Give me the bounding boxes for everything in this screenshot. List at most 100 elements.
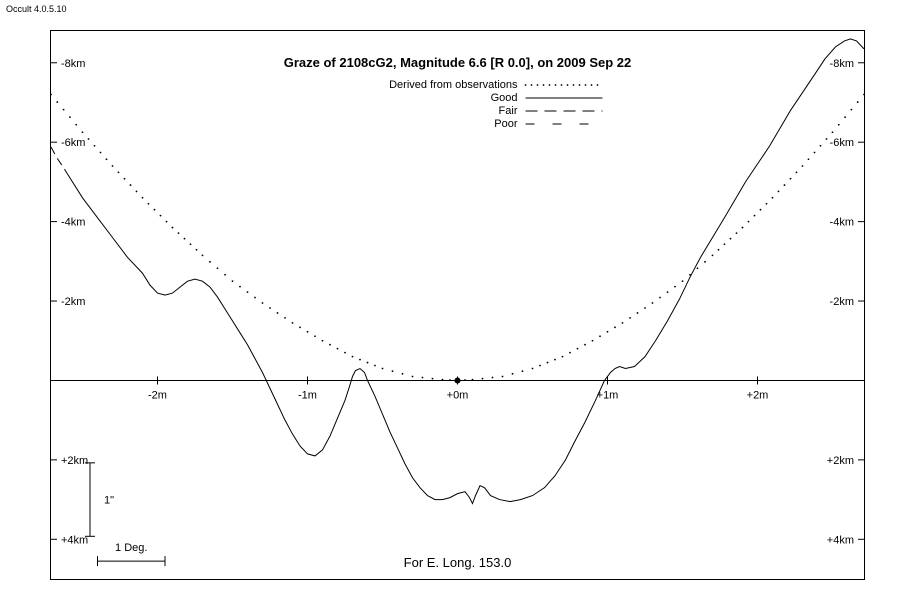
legend-sample-dot xyxy=(537,84,539,86)
obs-dot xyxy=(262,302,264,304)
obs-dot xyxy=(512,373,514,375)
obs-dot xyxy=(166,221,168,223)
obs-dot xyxy=(100,152,102,154)
obs-dot xyxy=(796,171,798,173)
obs-dot xyxy=(754,215,756,217)
obs-dot xyxy=(802,165,804,167)
obs-dot xyxy=(644,307,646,309)
obs-dot xyxy=(382,368,384,370)
obs-dot xyxy=(209,261,211,263)
y-tick-label-left: +2km xyxy=(61,455,88,467)
obs-dot xyxy=(254,297,256,299)
y-tick-label-right: +4km xyxy=(827,534,854,546)
obs-dot xyxy=(190,243,192,245)
obs-dot xyxy=(577,348,579,350)
legend-sample-dot xyxy=(597,84,599,86)
obs-dot xyxy=(344,352,346,354)
obs-dot xyxy=(614,326,616,328)
obs-dot xyxy=(402,373,404,375)
obs-dot xyxy=(202,254,204,256)
obs-dot xyxy=(239,286,241,288)
obs-dot xyxy=(704,261,706,263)
obs-dot xyxy=(599,335,601,337)
obs-dot xyxy=(667,291,669,293)
obs-dot xyxy=(284,317,286,319)
obs-dot xyxy=(184,238,186,240)
legend-sample-dot xyxy=(549,84,551,86)
y-tick-label-left: -4km xyxy=(61,217,85,229)
x-tick-label: -2m xyxy=(148,389,167,401)
degree-scale-label: 1 Deg. xyxy=(115,542,147,554)
obs-dot xyxy=(337,348,339,350)
profile-fair xyxy=(51,147,68,174)
legend-sample-dot xyxy=(525,84,527,86)
obs-dot xyxy=(784,184,786,186)
obs-dot xyxy=(814,152,816,154)
obs-dot xyxy=(826,138,828,140)
obs-dot xyxy=(106,158,108,160)
obs-dot xyxy=(697,267,699,269)
arcsec-scale-label: 1" xyxy=(104,495,114,507)
obs-dot xyxy=(629,317,631,319)
profile-good xyxy=(68,39,865,504)
obs-dot xyxy=(178,232,180,234)
obs-dot xyxy=(269,307,271,309)
obs-dot xyxy=(322,340,324,342)
y-tick-label-left: -6km xyxy=(61,137,85,149)
obs-dot xyxy=(172,227,174,229)
obs-dot xyxy=(778,191,780,193)
obs-dot xyxy=(682,280,684,282)
obs-dot xyxy=(592,340,594,342)
obs-dot xyxy=(730,238,732,240)
obs-dot xyxy=(844,116,846,118)
obs-dot xyxy=(554,359,556,361)
obs-dot xyxy=(352,356,354,358)
obs-dot xyxy=(82,131,84,133)
obs-dot xyxy=(69,116,71,118)
obs-dot xyxy=(392,370,394,372)
obs-dot xyxy=(160,215,162,217)
obs-dot xyxy=(314,335,316,337)
obs-dot xyxy=(112,165,114,167)
legend-label: Derived from observations xyxy=(389,79,518,91)
obs-dot xyxy=(637,312,639,314)
obs-dot xyxy=(154,209,156,211)
obs-dot xyxy=(94,145,96,147)
obs-dot xyxy=(748,221,750,223)
obs-dot xyxy=(790,178,792,180)
legend-label: Fair xyxy=(499,105,518,117)
obs-dot xyxy=(712,254,714,256)
obs-dot xyxy=(724,243,726,245)
obs-dot xyxy=(359,359,361,361)
chart-frame: -2m-1m+0m+1m+2m-8km-8km-6km-6km-4km-4km-… xyxy=(50,30,865,580)
obs-dot xyxy=(832,131,834,133)
legend-sample-dot xyxy=(591,84,593,86)
obs-dot xyxy=(432,378,434,380)
obs-dot xyxy=(659,297,661,299)
legend-label: Poor xyxy=(494,118,518,130)
legend-sample-dot xyxy=(579,84,581,86)
legend-label: Good xyxy=(491,92,518,104)
obs-dot xyxy=(247,291,249,293)
obs-dot xyxy=(851,109,853,111)
obs-dot xyxy=(442,379,444,381)
center-marker xyxy=(455,377,461,383)
obs-dot xyxy=(607,331,609,333)
obs-dot xyxy=(142,197,144,199)
obs-dot xyxy=(449,379,451,381)
y-tick-label-right: -2km xyxy=(830,296,854,308)
graze-chart: -2m-1m+0m+1m+2m-8km-8km-6km-6km-4km-4km-… xyxy=(51,31,864,579)
obs-dot xyxy=(482,378,484,380)
obs-dot xyxy=(224,274,226,276)
x-tick-label: -1m xyxy=(298,389,317,401)
legend-sample-dot xyxy=(561,84,563,86)
obs-dot xyxy=(307,331,309,333)
obs-dot xyxy=(217,267,219,269)
x-tick-label: +2m xyxy=(747,389,769,401)
obs-dot xyxy=(130,184,132,186)
y-tick-label-right: +2km xyxy=(827,455,854,467)
y-tick-label-left: -8km xyxy=(61,58,85,70)
obs-dot xyxy=(772,197,774,199)
obs-dot xyxy=(367,362,369,364)
obs-dot xyxy=(522,370,524,372)
